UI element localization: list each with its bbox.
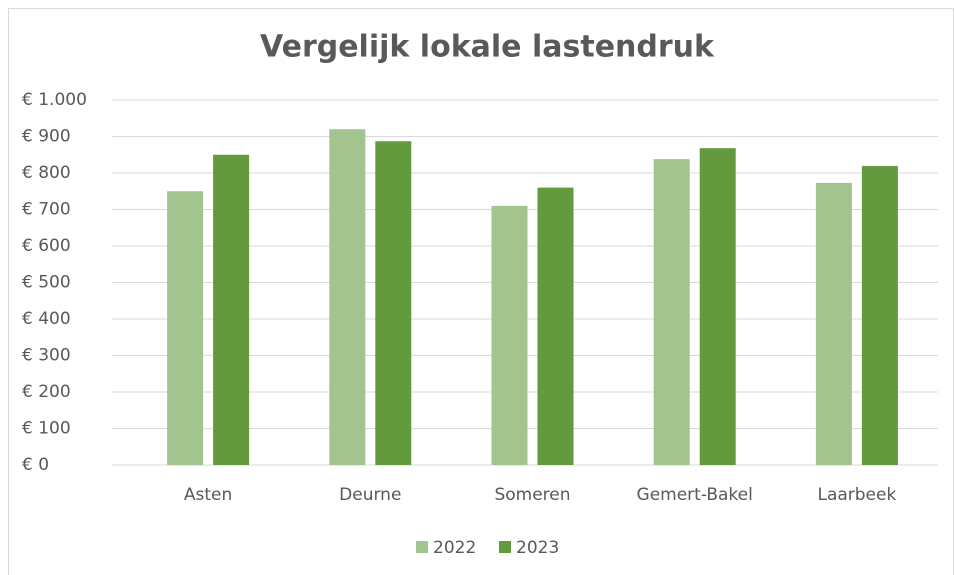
bar bbox=[213, 154, 250, 465]
bar bbox=[815, 182, 852, 466]
bar bbox=[699, 148, 736, 465]
y-tick-label: € 600 bbox=[22, 236, 71, 256]
legend-swatch bbox=[416, 541, 428, 553]
chart-border bbox=[8, 8, 954, 575]
y-tick-label: € 800 bbox=[22, 163, 71, 183]
x-tick-label: Deurne bbox=[339, 485, 401, 505]
bar bbox=[329, 129, 366, 465]
y-tick-label: € 400 bbox=[22, 309, 71, 329]
legend-label: 2023 bbox=[516, 538, 559, 558]
bar bbox=[653, 159, 690, 465]
x-tick-label: Gemert-Bakel bbox=[637, 485, 753, 505]
y-tick-label: € 1.000 bbox=[22, 90, 87, 110]
x-tick-label: Asten bbox=[184, 485, 232, 505]
legend-swatch bbox=[499, 541, 511, 553]
bar bbox=[537, 187, 574, 465]
chart-title: Vergelijk lokale lastendruk bbox=[260, 30, 715, 65]
x-tick-label: Someren bbox=[494, 485, 570, 505]
y-tick-label: € 900 bbox=[22, 127, 71, 147]
bar bbox=[861, 166, 898, 465]
y-tick-label: € 300 bbox=[22, 346, 71, 366]
y-tick-label: € 500 bbox=[22, 273, 71, 293]
bar bbox=[491, 205, 528, 465]
y-tick-label: € 0 bbox=[22, 455, 49, 475]
bar bbox=[375, 141, 412, 465]
y-tick-label: € 700 bbox=[22, 200, 71, 220]
y-tick-label: € 200 bbox=[22, 382, 71, 402]
legend-label: 2022 bbox=[433, 538, 476, 558]
bar bbox=[167, 191, 204, 465]
x-tick-label: Laarbeek bbox=[817, 485, 896, 505]
y-tick-label: € 100 bbox=[22, 419, 71, 439]
